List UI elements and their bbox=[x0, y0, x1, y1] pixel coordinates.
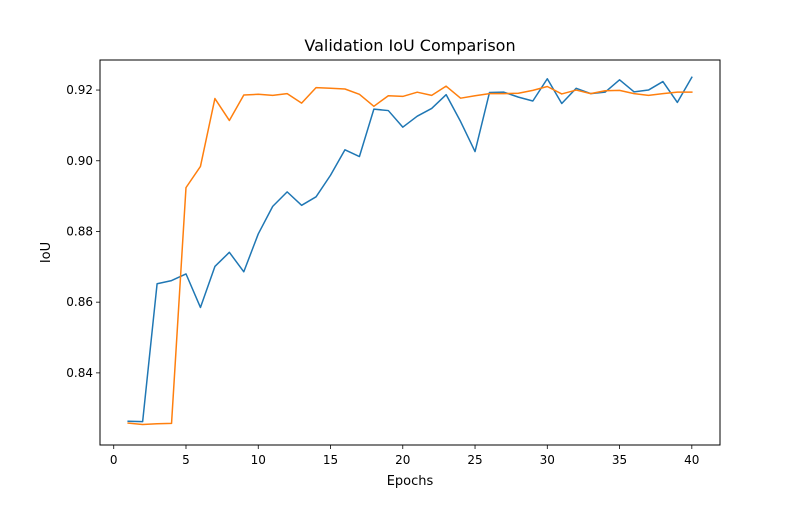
y-tick-label: 0.84 bbox=[66, 366, 93, 380]
y-tick-label: 0.90 bbox=[66, 154, 93, 168]
y-tick-label: 0.88 bbox=[66, 224, 93, 238]
series-line-2 bbox=[127, 85, 693, 426]
x-tick-label: 25 bbox=[467, 453, 482, 467]
x-tick-label: 20 bbox=[395, 453, 410, 467]
x-axis-label: Epochs bbox=[387, 474, 434, 489]
plot-area bbox=[127, 76, 693, 426]
x-axis: 0 5 10 15 20 25 30 35 40 bbox=[110, 445, 699, 467]
x-tick-label: 0 bbox=[110, 453, 118, 467]
axes-frame bbox=[99, 59, 721, 446]
y-axis-label: IoU bbox=[39, 242, 54, 263]
y-tick-label: 0.86 bbox=[66, 295, 93, 309]
x-tick-label: 30 bbox=[540, 453, 555, 467]
x-tick-label: 10 bbox=[251, 453, 266, 467]
x-tick-label: 15 bbox=[323, 453, 338, 467]
chart-title: Validation IoU Comparison bbox=[304, 36, 515, 55]
y-tick-label: 0.92 bbox=[66, 83, 93, 97]
x-tick-label: 5 bbox=[182, 453, 190, 467]
y-axis: 0.84 0.86 0.88 0.90 0.92 bbox=[66, 83, 100, 380]
x-tick-label: 35 bbox=[612, 453, 627, 467]
x-tick-label: 40 bbox=[684, 453, 699, 467]
